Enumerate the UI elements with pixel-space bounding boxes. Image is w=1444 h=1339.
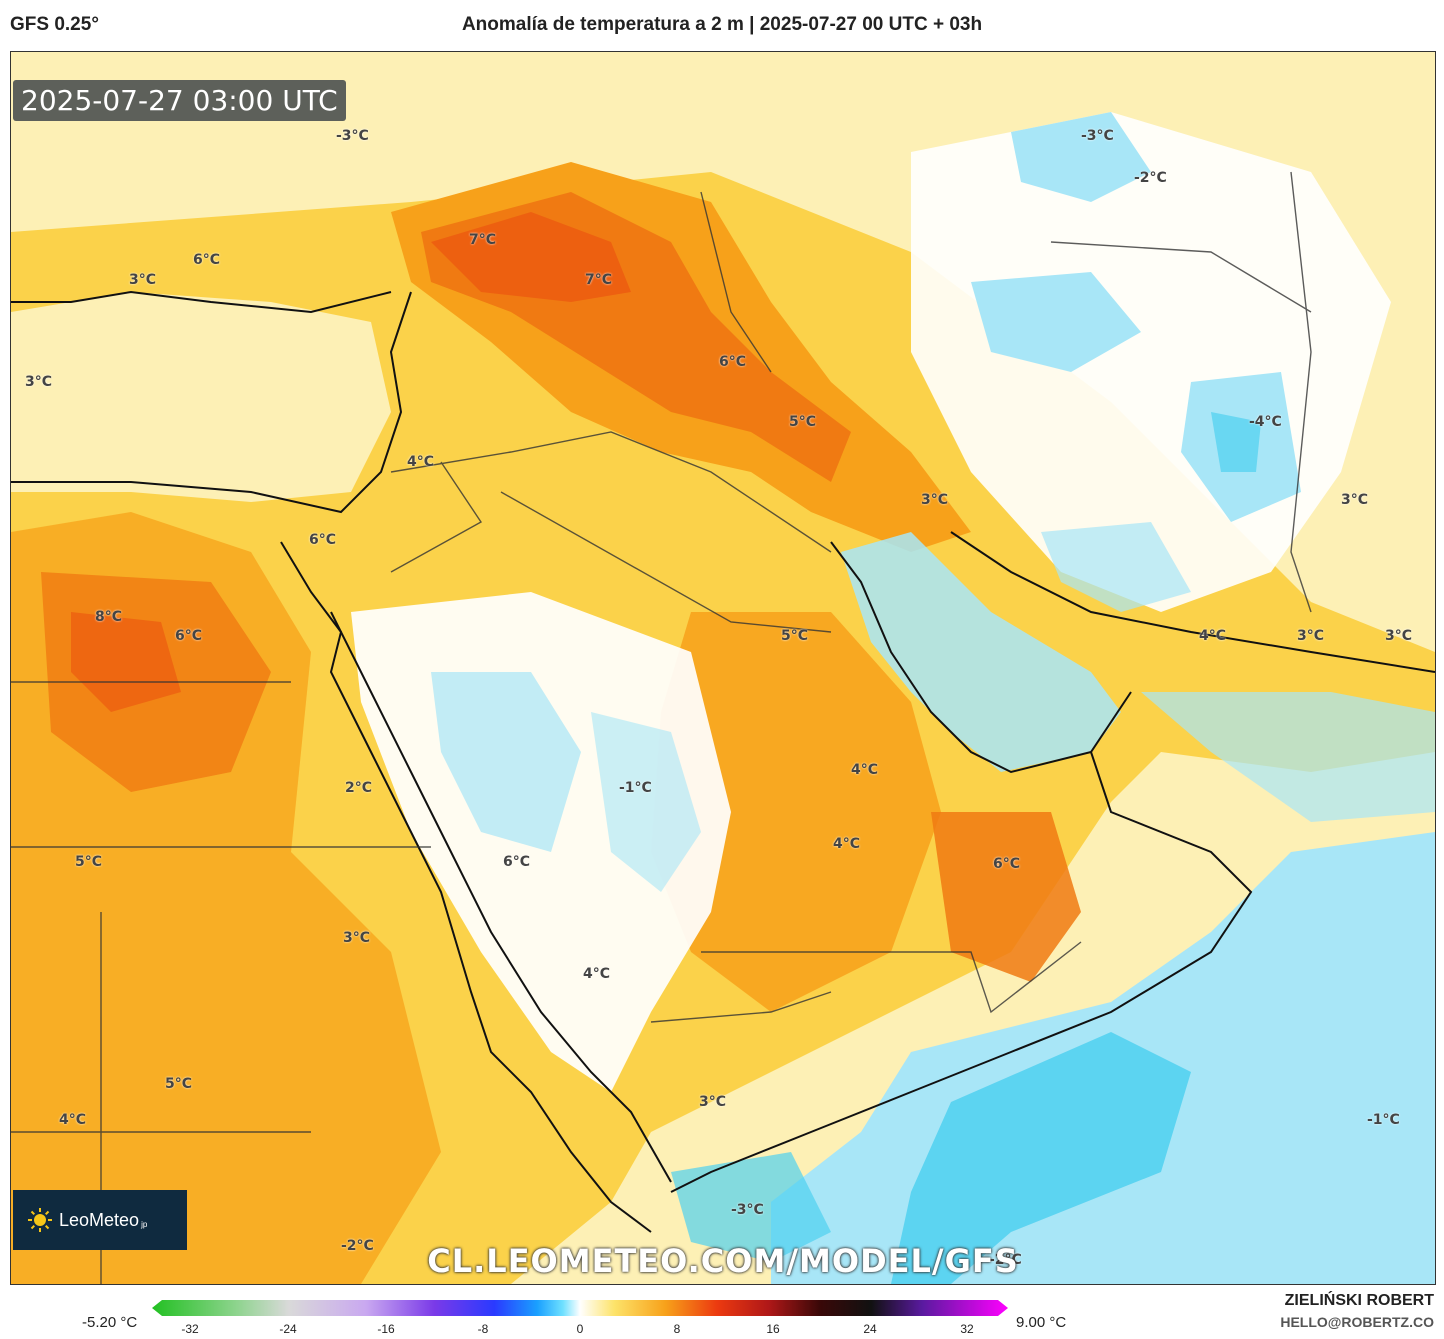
- anomaly-label: -3°C: [1081, 128, 1114, 144]
- anomaly-label: -2°C: [341, 1238, 374, 1254]
- anomaly-label: 3°C: [1297, 628, 1325, 644]
- anomaly-label: 3°C: [343, 930, 371, 946]
- anomaly-label: -4°C: [1249, 414, 1282, 430]
- anomaly-label: 4°C: [851, 762, 879, 778]
- anomaly-label: 3°C: [25, 374, 53, 390]
- anomaly-label: 4°C: [1199, 628, 1227, 644]
- colorbar-tick: -24: [279, 1322, 297, 1336]
- anomaly-label: 3°C: [699, 1094, 727, 1110]
- valid-time-badge: 2025-07-27 03:00 UTC: [13, 80, 346, 121]
- anomaly-label: 8°C: [95, 609, 123, 625]
- map-panel: 2025-07-27 03:00 UTC -3°C -3°C -2°C 6°C …: [10, 51, 1436, 1285]
- anomaly-label: 3°C: [921, 492, 949, 508]
- anomaly-label: 3°C: [1341, 492, 1369, 508]
- anomaly-label: 4°C: [833, 836, 861, 852]
- anomaly-label: 4°C: [583, 966, 611, 982]
- author-email: HELLO@ROBERTZ.CO: [1280, 1314, 1434, 1330]
- source-watermark: CL.LEOMETEO.COM/MODEL/GFS: [427, 1242, 1019, 1280]
- anomaly-label: 5°C: [789, 414, 817, 430]
- logo-suffix: jp: [141, 1219, 148, 1229]
- colorbar-max-label: 9.00 °C: [1016, 1314, 1067, 1331]
- colorbar-tick: 24: [863, 1322, 877, 1336]
- colorbar-tick: 8: [673, 1322, 681, 1336]
- colorbar-tick: 16: [766, 1322, 780, 1336]
- anomaly-label: 6°C: [175, 628, 203, 644]
- author-credit: ZIELIŃSKI ROBERT: [1284, 1292, 1434, 1309]
- anomaly-label: 6°C: [993, 856, 1021, 872]
- colorbar-tick: 32: [960, 1322, 974, 1336]
- anomaly-label: 4°C: [59, 1112, 87, 1128]
- anomaly-label: -2°C: [989, 1252, 1022, 1268]
- colorbar: -5.20 °C -: [0, 1296, 1444, 1339]
- anomaly-label: 7°C: [585, 272, 613, 288]
- anomaly-label: 3°C: [1385, 628, 1413, 644]
- anomaly-label: 5°C: [781, 628, 809, 644]
- chart-title: Anomalía de temperatura a 2 m | 2025-07-…: [461, 14, 983, 35]
- anomaly-label: -1°C: [1367, 1112, 1400, 1128]
- colorbar-gradient: [152, 1300, 1008, 1316]
- anomaly-label: 7°C: [469, 232, 497, 248]
- anomaly-label: -3°C: [336, 128, 369, 144]
- anomaly-label: 6°C: [503, 854, 531, 870]
- model-name: GFS 0.25°: [10, 14, 99, 35]
- anomaly-label: -1°C: [619, 780, 652, 796]
- sun-icon: [28, 1208, 52, 1232]
- colorbar-tick: 0: [576, 1322, 584, 1336]
- colorbar-tick: -8: [477, 1322, 489, 1336]
- logo-text: LeoMeteo: [59, 1209, 140, 1230]
- anomaly-label: 5°C: [165, 1076, 193, 1092]
- colorbar-tick: -32: [181, 1322, 199, 1336]
- anomaly-map: [11, 52, 1435, 1284]
- colorbar-min-label: -5.20 °C: [82, 1314, 138, 1331]
- anomaly-label: 6°C: [719, 354, 747, 370]
- anomaly-label: -3°C: [731, 1202, 764, 1218]
- colorbar-tick: -16: [377, 1322, 395, 1336]
- anomaly-label: 6°C: [193, 252, 221, 268]
- anomaly-label: -2°C: [1134, 170, 1167, 186]
- anomaly-label: 2°C: [345, 780, 373, 796]
- anomaly-label: 3°C: [129, 272, 157, 288]
- anomaly-label: 5°C: [75, 854, 103, 870]
- leometeo-logo: LeoMeteo jp: [13, 1190, 187, 1250]
- anomaly-label: 4°C: [407, 454, 435, 470]
- anomaly-label: 6°C: [309, 532, 337, 548]
